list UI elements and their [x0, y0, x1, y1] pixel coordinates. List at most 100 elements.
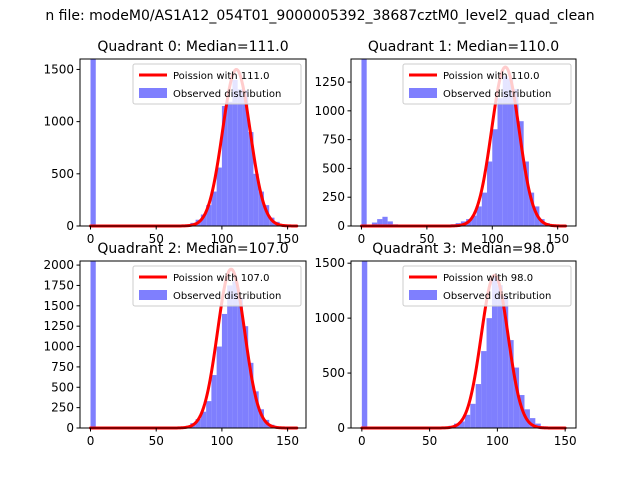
- y-tick-label: 1000: [314, 104, 345, 118]
- subplot-quadrant-2: 0 50 100 150025050075010001250150017502000Q…: [43, 241, 307, 448]
- x-tick-label: 150: [554, 434, 577, 448]
- histogram-bar: [216, 167, 222, 226]
- legend-fit-label: Poission with 110.0: [443, 71, 539, 82]
- histogram-bar: [371, 222, 378, 226]
- legend-box: [402, 265, 572, 307]
- y-tick-label: 1500: [314, 256, 345, 270]
- histogram-bar: [248, 362, 254, 428]
- y-tick-label: 750: [51, 360, 74, 374]
- y-tick-label: 1000: [43, 340, 74, 354]
- y-tick-label: 1500: [43, 62, 74, 76]
- y-tick-label: 1000: [314, 311, 345, 325]
- x-tick-label: 100: [486, 434, 509, 448]
- legend-bar-swatch: [409, 88, 437, 98]
- y-tick-label: 500: [322, 161, 345, 175]
- legend-box: [132, 63, 302, 105]
- x-tick-label: 50: [149, 232, 164, 246]
- histogram-bar: [253, 173, 259, 226]
- histogram-bar: [237, 89, 243, 226]
- histogram-bar: [227, 285, 233, 428]
- y-tick-label: 250: [322, 190, 345, 204]
- subplot-title: Quadrant 0: Median=111.0: [97, 39, 288, 55]
- histogram-bar: [211, 375, 217, 428]
- histogram-bar: [248, 132, 254, 226]
- y-tick-label: 0: [66, 421, 74, 435]
- histogram-bar: [507, 78, 514, 226]
- histogram-bar: [221, 105, 228, 226]
- y-tick-label: 500: [51, 167, 74, 181]
- histogram-bar: [470, 403, 476, 428]
- histogram-bar: [502, 296, 509, 428]
- histogram-bar: [242, 90, 249, 226]
- histogram-bar: [258, 409, 264, 428]
- histogram-bar: [518, 121, 524, 226]
- histogram-bar: [492, 129, 498, 226]
- histogram-bar: [200, 214, 207, 226]
- histogram-bar: [211, 191, 217, 226]
- x-tick-label: 0: [87, 232, 95, 246]
- histogram-bar: [497, 98, 503, 226]
- y-tick-label: 1750: [43, 278, 74, 292]
- x-tick-label: 0: [87, 434, 95, 448]
- legend: Poission with 111.0 Observed distribution: [132, 63, 302, 105]
- histogram-bar: [242, 326, 249, 428]
- legend-box: [132, 265, 302, 307]
- x-tick-label: 50: [422, 434, 437, 448]
- axes-frame: [79, 58, 307, 227]
- histogram-bar: [206, 205, 212, 226]
- x-tick-label: 0: [358, 434, 366, 448]
- subplot-title: Quadrant 2: Median=107.0: [97, 241, 288, 257]
- histogram-bar: [528, 192, 535, 226]
- x-tick-label: 100: [210, 232, 233, 246]
- subplot-title: Quadrant 3: Median=98.0: [372, 241, 554, 257]
- histogram-bar: [361, 261, 368, 428]
- histogram-bar: [486, 318, 492, 428]
- histogram-bar: [258, 191, 264, 226]
- histogram-bar: [497, 285, 503, 428]
- histogram-bar: [253, 391, 259, 428]
- legend-fit-label: Poission with 98.0: [443, 273, 533, 284]
- x-tick-label: 50: [419, 232, 434, 246]
- y-tick-label: 500: [322, 366, 345, 380]
- histogram-bar: [227, 101, 233, 226]
- histogram-bar: [237, 297, 243, 428]
- histogram-bar: [200, 411, 207, 428]
- histogram-bar: [491, 276, 498, 428]
- histogram-bar: [471, 215, 477, 226]
- histogram-bar: [361, 59, 367, 226]
- legend-bar-swatch: [139, 290, 167, 300]
- histogram-bar: [529, 418, 536, 428]
- y-tick-label: 1500: [43, 299, 74, 313]
- histogram-bar: [216, 346, 222, 428]
- histogram-bar: [502, 76, 508, 226]
- histogram-bar: [513, 367, 520, 428]
- histogram-bar: [387, 221, 393, 226]
- axes-frame: [350, 260, 577, 429]
- y-tick-label: 1250: [43, 319, 74, 333]
- subplot-title: Quadrant 1: Median=110.0: [368, 39, 559, 55]
- x-tick-label: 0: [358, 232, 366, 246]
- x-tick-label: 150: [546, 232, 569, 246]
- legend-observed-label: Observed distribution: [173, 291, 281, 302]
- histogram-bar: [487, 161, 493, 226]
- legend-observed-label: Observed distribution: [173, 89, 281, 100]
- x-tick-label: 50: [149, 434, 164, 448]
- x-tick-label: 150: [276, 434, 299, 448]
- y-tick-label: 750: [322, 133, 345, 147]
- histogram-bar: [523, 161, 529, 226]
- x-tick-label: 150: [276, 232, 299, 246]
- legend: Poission with 110.0 Observed distribution: [402, 63, 572, 105]
- histogram-bar: [513, 88, 519, 226]
- histogram-bar: [464, 414, 471, 428]
- histogram-bar: [481, 351, 487, 428]
- histogram-bar: [508, 340, 514, 428]
- y-tick-label: 250: [51, 401, 74, 415]
- legend-observed-label: Observed distribution: [443, 89, 551, 100]
- x-tick-label: 100: [481, 232, 504, 246]
- axes-frame: [79, 260, 307, 429]
- y-tick-label: 500: [51, 380, 74, 394]
- y-tick-label: 1000: [43, 115, 74, 129]
- histogram-bar: [382, 216, 388, 226]
